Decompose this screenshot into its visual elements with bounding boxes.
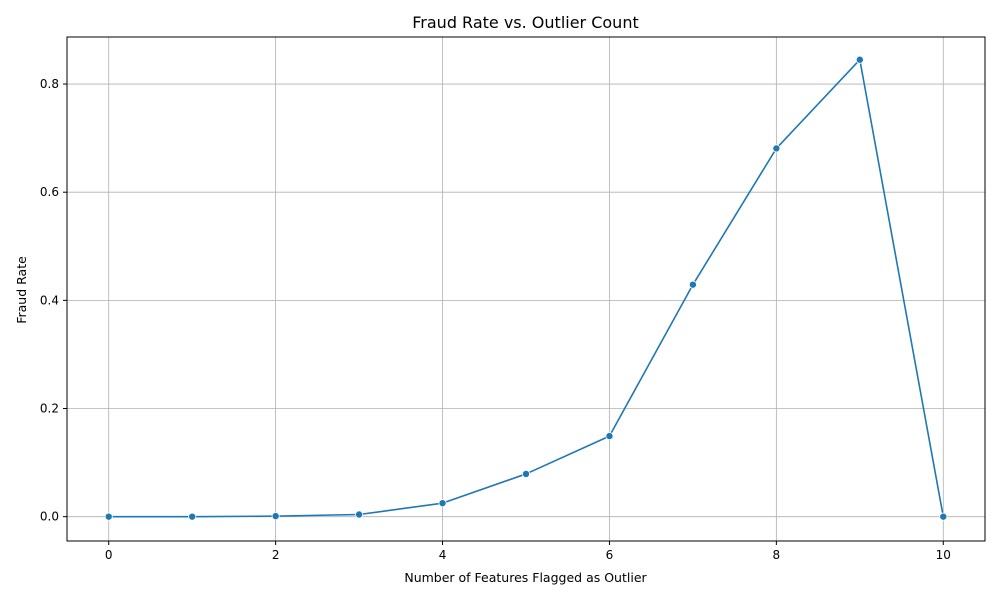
data-point: [188, 512, 197, 521]
data-point: [104, 512, 113, 521]
y-tick-label: 0.4: [40, 293, 59, 307]
data-point: [438, 499, 447, 508]
data-point: [688, 280, 697, 289]
data-point: [522, 469, 531, 478]
x-tick-label: 8: [773, 548, 781, 562]
data-point: [855, 55, 864, 64]
chart-title: Fraud Rate vs. Outlier Count: [412, 13, 638, 32]
x-axis-label: Number of Features Flagged as Outlier: [404, 570, 647, 585]
data-point: [939, 512, 948, 521]
series-layer: [104, 55, 948, 521]
y-axis-label: Fraud Rate: [14, 256, 29, 324]
y-tick-label: 0.6: [40, 185, 59, 199]
y-tick-label: 0.0: [40, 510, 59, 524]
plot-frame: [66, 36, 986, 542]
data-point: [605, 432, 614, 441]
data-point: [355, 510, 364, 519]
x-tick-label: 2: [272, 548, 280, 562]
grid-layer: [67, 37, 985, 541]
series-line: [108, 58, 945, 518]
x-tick-label: 4: [439, 548, 447, 562]
y-tick-label: 0.2: [40, 402, 59, 416]
data-point: [271, 512, 280, 521]
y-tick-label: 0.8: [40, 77, 59, 91]
tick-layer: 0 2 4 6 8 10 0.0 0.2 0.4 0.6 0.8: [40, 77, 951, 562]
x-tick-label: 10: [936, 548, 951, 562]
data-point: [772, 144, 781, 153]
x-tick-label: 6: [606, 548, 614, 562]
x-tick-label: 0: [105, 548, 113, 562]
